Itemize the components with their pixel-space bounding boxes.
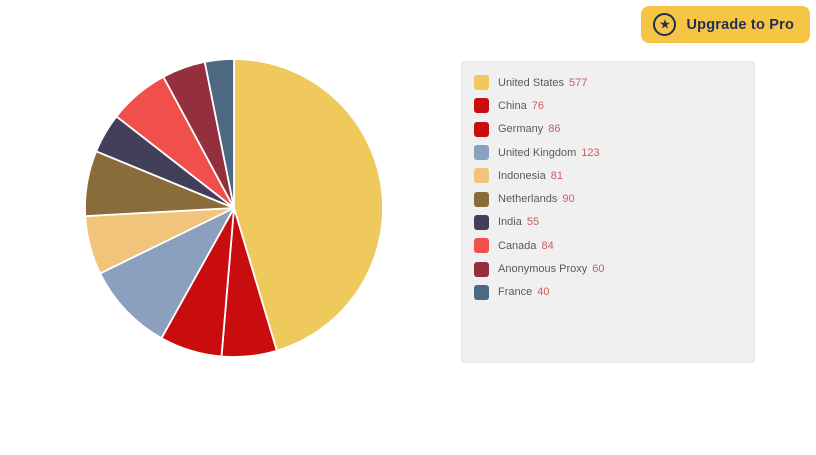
- legend-label: Anonymous Proxy: [498, 263, 588, 276]
- legend-swatch: [474, 98, 489, 114]
- legend-item-netherlands: Netherlands 90: [474, 187, 742, 210]
- pie-slice-united-states[interactable]: [233, 58, 384, 352]
- legend-label: United States: [498, 76, 565, 89]
- legend-item-france: France 40: [474, 281, 742, 304]
- legend-label: India: [498, 216, 522, 229]
- star-circle-icon: ★: [653, 13, 677, 36]
- upgrade-button-label: Upgrade to Pro: [686, 16, 794, 33]
- legend-item-canada: Canada 84: [474, 234, 742, 257]
- legend-item-united-kingdom: United Kingdom 123: [474, 141, 742, 164]
- legend-item-germany: Germany 86: [474, 118, 742, 141]
- chart-legend: United States 577 China 76 Germany 86 Un…: [461, 61, 755, 363]
- star-icon: ★: [659, 16, 671, 32]
- pie-chart: [83, 57, 385, 359]
- legend-value: 55: [526, 216, 540, 229]
- legend-value: 86: [548, 123, 561, 136]
- legend-value: 123: [581, 146, 600, 159]
- upgrade-to-pro-button[interactable]: ★ Upgrade to Pro: [641, 6, 810, 43]
- legend-swatch: [474, 145, 489, 161]
- legend-value: 40: [537, 286, 550, 299]
- legend-swatch: [474, 214, 489, 230]
- legend-swatch: [474, 75, 489, 91]
- legend-value: 60: [592, 263, 605, 276]
- legend-item-indonesia: Indonesia 81: [474, 164, 742, 187]
- legend-label: Canada: [498, 239, 537, 252]
- legend-label: France: [498, 286, 533, 299]
- legend-swatch: [474, 191, 489, 207]
- legend-swatch: [474, 168, 489, 184]
- legend-label: Germany: [498, 123, 544, 136]
- pie-slice-united-kingdom[interactable]: [99, 207, 235, 340]
- legend-swatch: [474, 284, 489, 300]
- legend-value: 90: [562, 193, 575, 206]
- legend-label: Indonesia: [498, 169, 546, 182]
- pie-slice-france[interactable]: [203, 58, 235, 209]
- legend-label: Netherlands: [498, 193, 558, 206]
- legend-label: China: [498, 99, 527, 112]
- legend-swatch: [474, 238, 489, 254]
- pie-chart-svg: [84, 58, 384, 358]
- legend-value: 81: [550, 169, 563, 182]
- legend-item-china: China 76: [474, 94, 742, 117]
- legend-label: United Kingdom: [498, 146, 577, 159]
- legend-value: 76: [531, 99, 544, 112]
- legend-item-india: India 55: [474, 211, 742, 234]
- legend-swatch: [474, 261, 489, 277]
- legend-value: 577: [569, 76, 588, 89]
- legend-item-anonymous-proxy: Anonymous Proxy 60: [474, 257, 742, 280]
- legend-swatch: [474, 121, 489, 137]
- legend-item-united-states: United States 577: [474, 71, 742, 94]
- legend-value: 84: [541, 239, 554, 252]
